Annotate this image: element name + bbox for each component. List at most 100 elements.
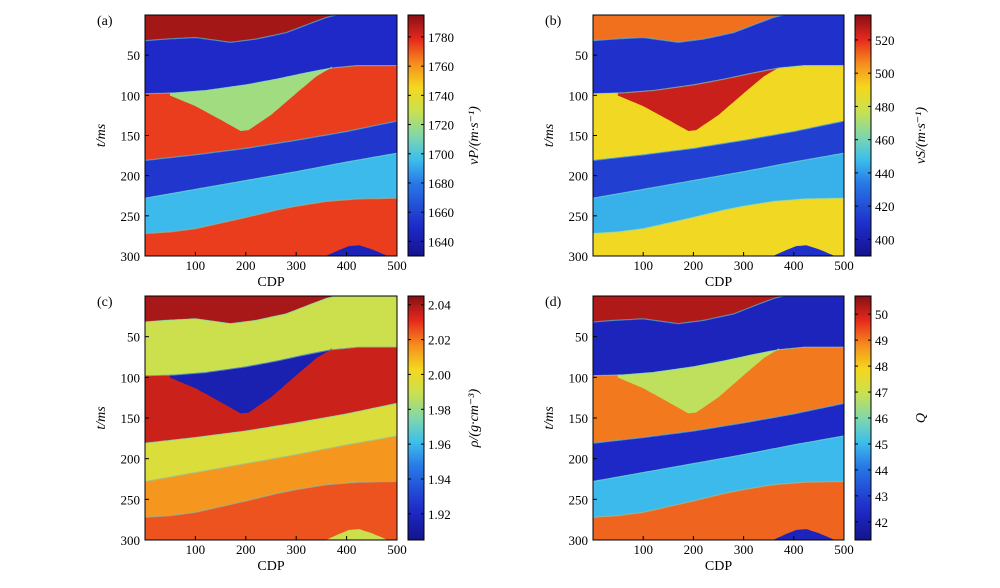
layer-bottom xyxy=(326,529,388,540)
y-tick-label: 300 xyxy=(121,533,141,548)
y-axis-label: t/ms xyxy=(94,123,109,147)
colorbar-tick-label: 400 xyxy=(875,232,895,247)
colorbar-tick-label: 49 xyxy=(875,333,888,348)
colorbar-tick-label: 1.92 xyxy=(428,507,451,522)
x-tick-label: 400 xyxy=(337,542,357,557)
colorbar-label: ρ/(g·cm⁻³) xyxy=(467,388,482,448)
x-axis-label: CDP xyxy=(705,559,732,574)
interface-line xyxy=(145,402,397,444)
x-tick-label: 300 xyxy=(286,258,306,273)
colorbar-tick-label: 440 xyxy=(875,166,895,181)
colorbar-label: vP/(m·s⁻¹) xyxy=(467,106,482,165)
colorbar-tick-label: 520 xyxy=(875,33,895,48)
x-tick-label: 100 xyxy=(186,258,206,273)
colorbar-tick-label: 2.02 xyxy=(428,333,451,348)
x-tick-label: 500 xyxy=(834,542,854,557)
interface-line xyxy=(145,435,397,482)
interface-line xyxy=(593,197,844,235)
y-tick-label: 200 xyxy=(121,169,141,184)
colorbar-label: vS/(m·s⁻¹) xyxy=(914,107,929,164)
colorbar-tick-label: 50 xyxy=(875,307,888,322)
colorbar-tick-label: 1640 xyxy=(428,234,454,249)
interface-line xyxy=(593,346,844,377)
x-axis-label: CDP xyxy=(257,559,284,574)
x-tick-label: 400 xyxy=(784,258,804,273)
y-tick-label: 150 xyxy=(569,411,589,426)
x-tick-label: 500 xyxy=(387,542,407,557)
interface-line xyxy=(145,152,397,199)
y-tick-label: 150 xyxy=(121,129,141,144)
x-axis-label: CDP xyxy=(705,275,732,290)
y-tick-label: 50 xyxy=(127,330,140,345)
colorbar-tick-label: 1660 xyxy=(428,205,454,220)
x-tick-label: 300 xyxy=(286,542,306,557)
colorbar-tick-label: 47 xyxy=(875,385,889,400)
panel-4: 100 200 300 400 50050100150200250300CDPt/ms(… xyxy=(542,295,929,574)
y-tick-label: 150 xyxy=(569,129,589,144)
colorbar: 400 420 440 460 480 500 520 vS/(m·s⁻¹) xyxy=(854,14,929,257)
panel-1: 100 200 300 400 50050100150200250300CDPt/ms(… xyxy=(94,14,482,290)
interface-line xyxy=(593,435,844,482)
colorbar-tick-label: 45 xyxy=(875,437,888,452)
colorbar-gradient xyxy=(407,295,425,541)
interface-line xyxy=(593,15,844,43)
interface-line xyxy=(145,64,397,95)
colorbar-tick-label: 1780 xyxy=(428,30,454,45)
colorbar-tick-label: 1.96 xyxy=(428,437,451,452)
layer-bottom xyxy=(326,245,388,256)
interface-line xyxy=(145,480,397,518)
y-tick-label: 100 xyxy=(569,88,589,103)
y-tick-label: 100 xyxy=(121,88,141,103)
interface-line xyxy=(145,15,397,43)
colorbar-tick-label: 48 xyxy=(875,359,888,374)
colorbar: 1.92 1.94 1.96 1.98 2.00 2.02 2.04 ρ/(g·cm⁻³) xyxy=(407,295,482,541)
y-tick-label: 200 xyxy=(569,169,589,184)
panel-label: (d) xyxy=(545,295,562,310)
y-tick-label: 50 xyxy=(575,330,588,345)
y-tick-label: 250 xyxy=(121,492,141,507)
x-tick-label: 300 xyxy=(734,542,754,557)
colorbar-tick-label: 1.94 xyxy=(428,472,451,487)
interface-line xyxy=(145,120,397,161)
interface-line xyxy=(593,480,844,518)
x-tick-label: 400 xyxy=(784,542,804,557)
y-tick-label: 100 xyxy=(121,370,141,385)
colorbar-tick-label: 1740 xyxy=(428,88,454,103)
y-tick-label: 100 xyxy=(569,370,589,385)
colorbar-tick-label: 44 xyxy=(875,463,889,478)
colorbar-tick-label: 1.98 xyxy=(428,402,451,417)
colorbar-tick-label: 42 xyxy=(875,515,888,530)
x-tick-label: 500 xyxy=(834,258,854,273)
x-tick-label: 500 xyxy=(387,258,407,273)
colorbar-tick-label: 500 xyxy=(875,66,895,81)
colorbar: 1640 1660 1680 1700 1720 1740 1760 1780 vP/(m·s⁻… xyxy=(407,14,482,257)
interface-line xyxy=(593,402,844,444)
x-tick-label: 100 xyxy=(633,542,653,557)
interface-line xyxy=(593,120,844,161)
y-tick-label: 250 xyxy=(121,209,141,224)
x-tick-label: 100 xyxy=(186,542,206,557)
colorbar-tick-label: 2.04 xyxy=(428,298,451,313)
interface-line xyxy=(593,64,844,95)
y-tick-label: 200 xyxy=(121,452,141,467)
y-tick-label: 300 xyxy=(569,533,589,548)
panel-3: 100 200 300 400 50050100150200250300CDPt/ms(… xyxy=(94,295,482,574)
interface-line xyxy=(593,296,844,325)
interface-line xyxy=(145,197,397,235)
y-axis-label: t/ms xyxy=(94,406,109,430)
colorbar-tick-label: 460 xyxy=(875,133,895,148)
panel-label: (b) xyxy=(545,14,562,29)
x-tick-label: 200 xyxy=(236,542,256,557)
x-tick-label: 200 xyxy=(684,542,704,557)
interface-line xyxy=(593,152,844,199)
colorbar: 42 43 44 45 46 47 48 49 50 Q xyxy=(854,295,929,541)
y-tick-label: 150 xyxy=(121,411,141,426)
interface-line xyxy=(145,346,397,377)
x-tick-label: 200 xyxy=(236,258,256,273)
x-tick-label: 100 xyxy=(633,258,653,273)
colorbar-label: Q xyxy=(914,413,929,423)
heatmap-area xyxy=(593,296,844,540)
y-axis-label: t/ms xyxy=(542,123,557,147)
x-tick-label: 400 xyxy=(337,258,357,273)
